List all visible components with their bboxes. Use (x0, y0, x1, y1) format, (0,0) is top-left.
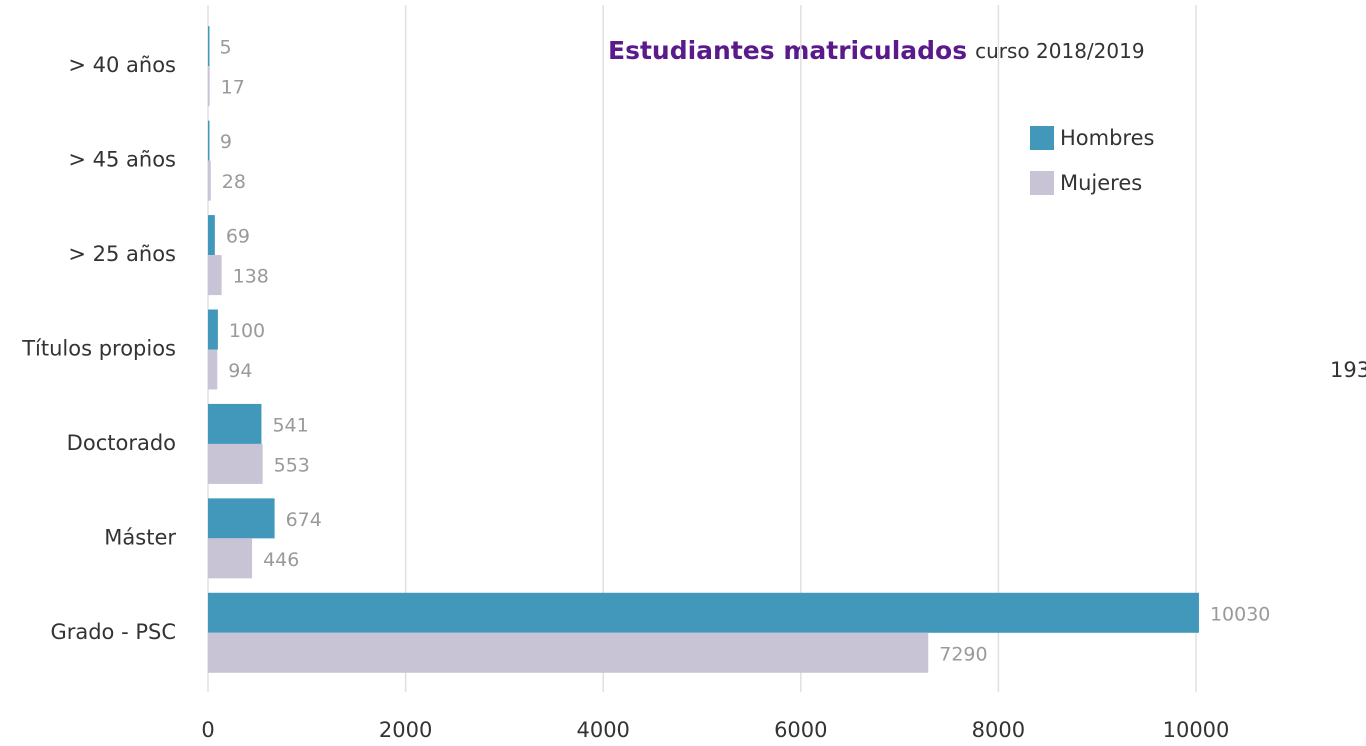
y-tick-label: > 40 años (68, 53, 176, 77)
x-tick-label: 0 (201, 718, 214, 742)
value-label: 5 (219, 37, 231, 59)
bar (208, 538, 253, 579)
legend-label: Mujeres (1060, 171, 1142, 195)
value-label: 446 (263, 549, 299, 571)
y-tick-label: > 25 años (68, 242, 176, 266)
bar (208, 215, 215, 256)
bar (208, 592, 1199, 633)
chart-title: Estudiantes matriculados curso 2018/2019 (608, 36, 1145, 65)
value-label: 94 (228, 360, 252, 382)
legend-swatch (1030, 126, 1054, 150)
x-tick-label: 4000 (576, 718, 629, 742)
bar (208, 309, 218, 350)
x-tick-label: 10000 (1163, 718, 1230, 742)
bar (208, 255, 222, 296)
bar (208, 498, 275, 539)
y-tick-label: Máster (104, 525, 176, 549)
bar (208, 443, 263, 484)
subtitle: curso 2018/2019 (975, 39, 1144, 63)
x-tick-label: 6000 (774, 718, 827, 742)
value-label: 28 (222, 171, 246, 193)
x-tick-label: 8000 (972, 718, 1025, 742)
value-label: 541 (272, 414, 308, 436)
value-label: 100 (229, 320, 265, 342)
bar (208, 66, 210, 107)
value-label: 138 (233, 266, 269, 288)
title: Estudiantes matriculados (608, 36, 967, 65)
bar (208, 26, 210, 67)
value-label: 674 (286, 509, 322, 531)
annotation: 193 (1330, 358, 1366, 382)
y-tick-label: > 45 años (68, 148, 176, 172)
legend-label: Hombres (1060, 126, 1154, 150)
value-label: 17 (221, 77, 245, 99)
bar (208, 160, 211, 201)
value-label: 9 (220, 131, 232, 153)
bar (208, 632, 929, 673)
bar (208, 120, 210, 161)
y-tick-label: Grado - PSC (50, 620, 176, 644)
bar (208, 349, 218, 390)
bar (208, 403, 262, 444)
value-label: 69 (226, 226, 250, 248)
x-tick-label: 2000 (379, 718, 432, 742)
y-tick-label: Doctorado (67, 431, 176, 455)
value-label: 10030 (1210, 603, 1270, 625)
value-label: 553 (274, 454, 310, 476)
y-tick-label: Títulos propios (21, 337, 176, 361)
value-label: 7290 (939, 643, 987, 665)
legend-swatch (1030, 171, 1054, 195)
